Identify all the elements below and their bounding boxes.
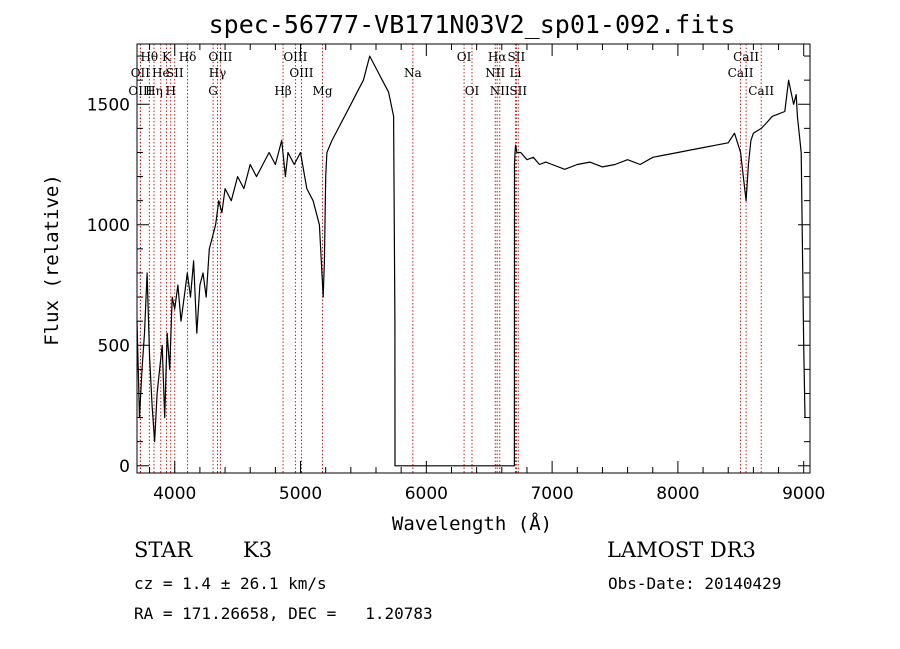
plot-frame <box>136 43 811 474</box>
coordinates-text: RA = 171.26658, DEC = 1.20783 <box>134 604 433 623</box>
line-label-20: SII <box>508 50 526 64</box>
survey-name: LAMOST DR3 <box>607 538 756 562</box>
line-label-13: OIII <box>289 66 313 80</box>
y-tick-label-0: 0 <box>119 457 130 477</box>
x-tick-label-2: 6000 <box>405 484 448 504</box>
x-tick-label-0: 4000 <box>153 484 196 504</box>
object-subclass: K3 <box>243 538 273 562</box>
line-label-1: OII <box>131 66 151 80</box>
line-label-0: Hθ <box>140 50 158 64</box>
spectrum-series <box>136 55 806 467</box>
x-tick-label-4: 8000 <box>656 484 699 504</box>
spectrum-line <box>136 55 806 467</box>
line-label-4: Hη <box>145 84 163 98</box>
line-label-11: G <box>208 84 218 98</box>
line-label-3: He <box>152 66 170 80</box>
line-label-8: Hδ <box>179 50 197 64</box>
object-class: STAR <box>134 538 193 562</box>
axis-ticks <box>137 44 810 473</box>
line-label-16: Na <box>404 66 422 80</box>
line-label-5: K <box>162 50 172 64</box>
x-axis-label: Wavelength (Å) <box>392 512 552 535</box>
line-label-2: OIII <box>128 84 152 98</box>
line-label-10: Hγ <box>209 66 227 80</box>
line-label-15: Mg <box>313 84 333 98</box>
y-tick-label-1: 500 <box>98 336 130 356</box>
y-axis-label: Flux (relative) <box>41 174 63 346</box>
y-tick-label-2: 1000 <box>87 216 130 236</box>
spectral-line-markers <box>139 44 762 473</box>
line-label-19: Hα <box>488 50 507 64</box>
line-label-24: SII <box>509 84 527 98</box>
line-label-18: OI <box>465 84 480 98</box>
x-tick-label-3: 7000 <box>530 484 573 504</box>
line-label-7: H <box>165 84 175 98</box>
line-label-25: CaII <box>733 50 759 64</box>
axis-tick-labels: 4000 5000 6000 7000 8000 9000 0 500 1000 1500 <box>87 95 826 504</box>
redshift-text: cz = 1.4 ± 26.1 km/s <box>134 574 327 593</box>
line-label-22: Li <box>509 66 521 80</box>
x-tick-label-5: 9000 <box>782 484 825 504</box>
x-tick-label-1: 5000 <box>279 484 322 504</box>
line-label-12: OIII <box>283 50 307 64</box>
line-label-14: Hβ <box>274 84 291 98</box>
chart-title: spec-56777-VB171N03V2_sp01-092.fits <box>209 10 736 39</box>
line-label-27: CaII <box>748 84 774 98</box>
line-label-26: CaII <box>728 66 754 80</box>
line-label-23: NII <box>490 84 510 98</box>
obs-date-text: Obs-Date: 20140429 <box>608 574 782 593</box>
y-tick-label-3: 1500 <box>87 95 130 115</box>
line-label-9: OIII <box>208 50 232 64</box>
line-label-6: SII <box>166 66 184 80</box>
line-label-21: NII <box>485 66 505 80</box>
line-label-17: OI <box>457 50 472 64</box>
